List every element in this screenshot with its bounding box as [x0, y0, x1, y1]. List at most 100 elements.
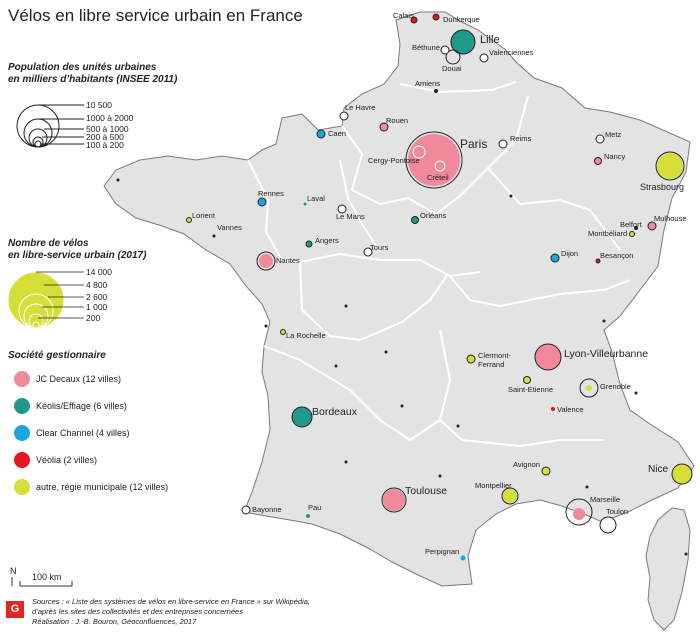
- label-bethune: Béthune: [412, 43, 440, 52]
- label-strasbourg: Strasbourg: [640, 182, 684, 192]
- city-nice-bikes: [671, 463, 693, 485]
- company-swatch: [14, 452, 30, 468]
- label-dijon: Dijon: [561, 249, 578, 258]
- town-dot: [116, 178, 120, 182]
- city-bordeaux-bikes: [291, 406, 313, 428]
- city-cergy-bikes: [412, 145, 426, 159]
- city-toulon: [599, 516, 617, 534]
- bikes-value-4: 1 000: [86, 302, 108, 312]
- city-strasbourg-bikes: [657, 153, 683, 179]
- town-dot: [602, 319, 606, 323]
- city-lyon-bikes: [534, 343, 562, 371]
- city-douai: [445, 49, 461, 65]
- company-swatch: [14, 425, 30, 441]
- label-mulhouse: Mulhouse: [654, 214, 687, 223]
- city-caen: [316, 129, 326, 139]
- city-grenoble-population: [579, 378, 599, 398]
- label-cergy: Cergy-Pontoise: [368, 156, 420, 165]
- label-orleans: Orléans: [420, 211, 447, 220]
- town-dot: [509, 194, 513, 198]
- city-la-rochelle: [280, 329, 286, 335]
- city-mulhouse: [647, 221, 657, 231]
- city-avignon: [541, 466, 551, 476]
- company-keolis: Kéolis/Effiage (6 villes): [14, 397, 127, 415]
- label-toulon: Toulon: [606, 507, 628, 516]
- city-toulouse-population: [381, 487, 407, 513]
- city-belfort: [634, 226, 638, 230]
- bikes-value-3: 2 600: [86, 292, 108, 302]
- label-valence: Valence: [557, 405, 584, 414]
- scale-label: 100 km: [32, 572, 62, 582]
- geoconfluences-logo: G: [6, 601, 24, 618]
- bikes-legend: [7, 271, 84, 329]
- map-title: Vélos en libre service urbain en France: [8, 6, 303, 25]
- town-dot: [400, 404, 404, 408]
- label-vannes: Vannes: [217, 223, 242, 232]
- town-dot: [438, 474, 442, 478]
- label-metz: Metz: [605, 130, 622, 139]
- label-le-havre: Le Havre: [345, 103, 375, 112]
- city-montpellier-population: [501, 487, 519, 505]
- company-swatch: [14, 398, 30, 414]
- pop-class-1: 10 500: [86, 100, 112, 110]
- label-amiens: Amiens: [415, 79, 440, 88]
- town-dot: [334, 364, 338, 368]
- city-besancon: [595, 258, 601, 264]
- town-dot: [585, 485, 589, 489]
- population-legend: [16, 104, 84, 148]
- label-calais: Calais: [393, 11, 414, 20]
- label-marseille: Marseille: [590, 495, 620, 504]
- pop-class-2: 1000 à 2000: [86, 113, 134, 123]
- label-besancon: Besançon: [600, 251, 633, 260]
- city-metz: [595, 134, 605, 144]
- city-clermont-ferrand: [466, 354, 476, 364]
- label-perpignan: Perpignan: [425, 547, 459, 556]
- source-note: Sources : « Liste des systèmes de vélos …: [32, 597, 310, 626]
- city-marseille-population: [565, 498, 593, 526]
- label-saint-etienne: Saint-Etienne: [508, 385, 553, 394]
- city-valenciennes: [479, 53, 489, 63]
- label-paris: Paris: [460, 137, 487, 151]
- label-dunkerque: Dunkerque: [443, 15, 480, 24]
- city-lorient: [186, 217, 192, 223]
- label-bayonne: Bayonne: [252, 505, 282, 514]
- label-reims: Reims: [510, 134, 532, 143]
- city-perpignan: [460, 555, 466, 561]
- company-swatch: [14, 479, 30, 495]
- label-douai: Douai: [442, 64, 462, 73]
- city-laval: [303, 202, 307, 206]
- city-paris-population: [405, 131, 463, 189]
- company-label: Kéolis/Effiage (6 villes): [36, 401, 127, 411]
- label-tours: Tours: [370, 243, 389, 252]
- label-angers: Angers: [315, 236, 339, 245]
- city-marseille-bikes: [573, 508, 585, 520]
- city-rouen: [379, 122, 389, 132]
- city-bayonne: [241, 505, 251, 515]
- label-nantes: Nantes: [276, 256, 300, 265]
- bikes-value-2: 4 800: [86, 280, 108, 290]
- label-montbeliard: Montbéliard: [588, 229, 627, 238]
- town-dot: [384, 350, 388, 354]
- corsica: [645, 507, 691, 631]
- city-le-mans: [337, 204, 347, 214]
- town-dot: [264, 324, 268, 328]
- city-reims: [498, 139, 508, 149]
- city-amiens: [434, 89, 438, 93]
- city-labels: Paris Cergy-Pontoise Créteil Lyon-Villeu…: [192, 11, 687, 556]
- town-dot: [344, 460, 348, 464]
- city-grenoble-bikes: [586, 385, 592, 391]
- label-lorient: Lorient: [192, 211, 216, 220]
- label-belfort: Belfort: [620, 220, 643, 229]
- city-angers: [305, 240, 313, 248]
- city-orleans: [411, 216, 419, 224]
- city-pau: [306, 514, 310, 518]
- label-montpellier: Montpellier: [475, 481, 512, 490]
- city-strasbourg-population: [655, 151, 685, 181]
- region-borders: [247, 81, 631, 447]
- town-dot: [634, 391, 638, 395]
- city-lille-bikes: [450, 29, 476, 55]
- pop-class-3: 500 à 1000: [86, 124, 129, 134]
- city-bethune: [440, 45, 450, 55]
- company-swatch: [14, 371, 30, 387]
